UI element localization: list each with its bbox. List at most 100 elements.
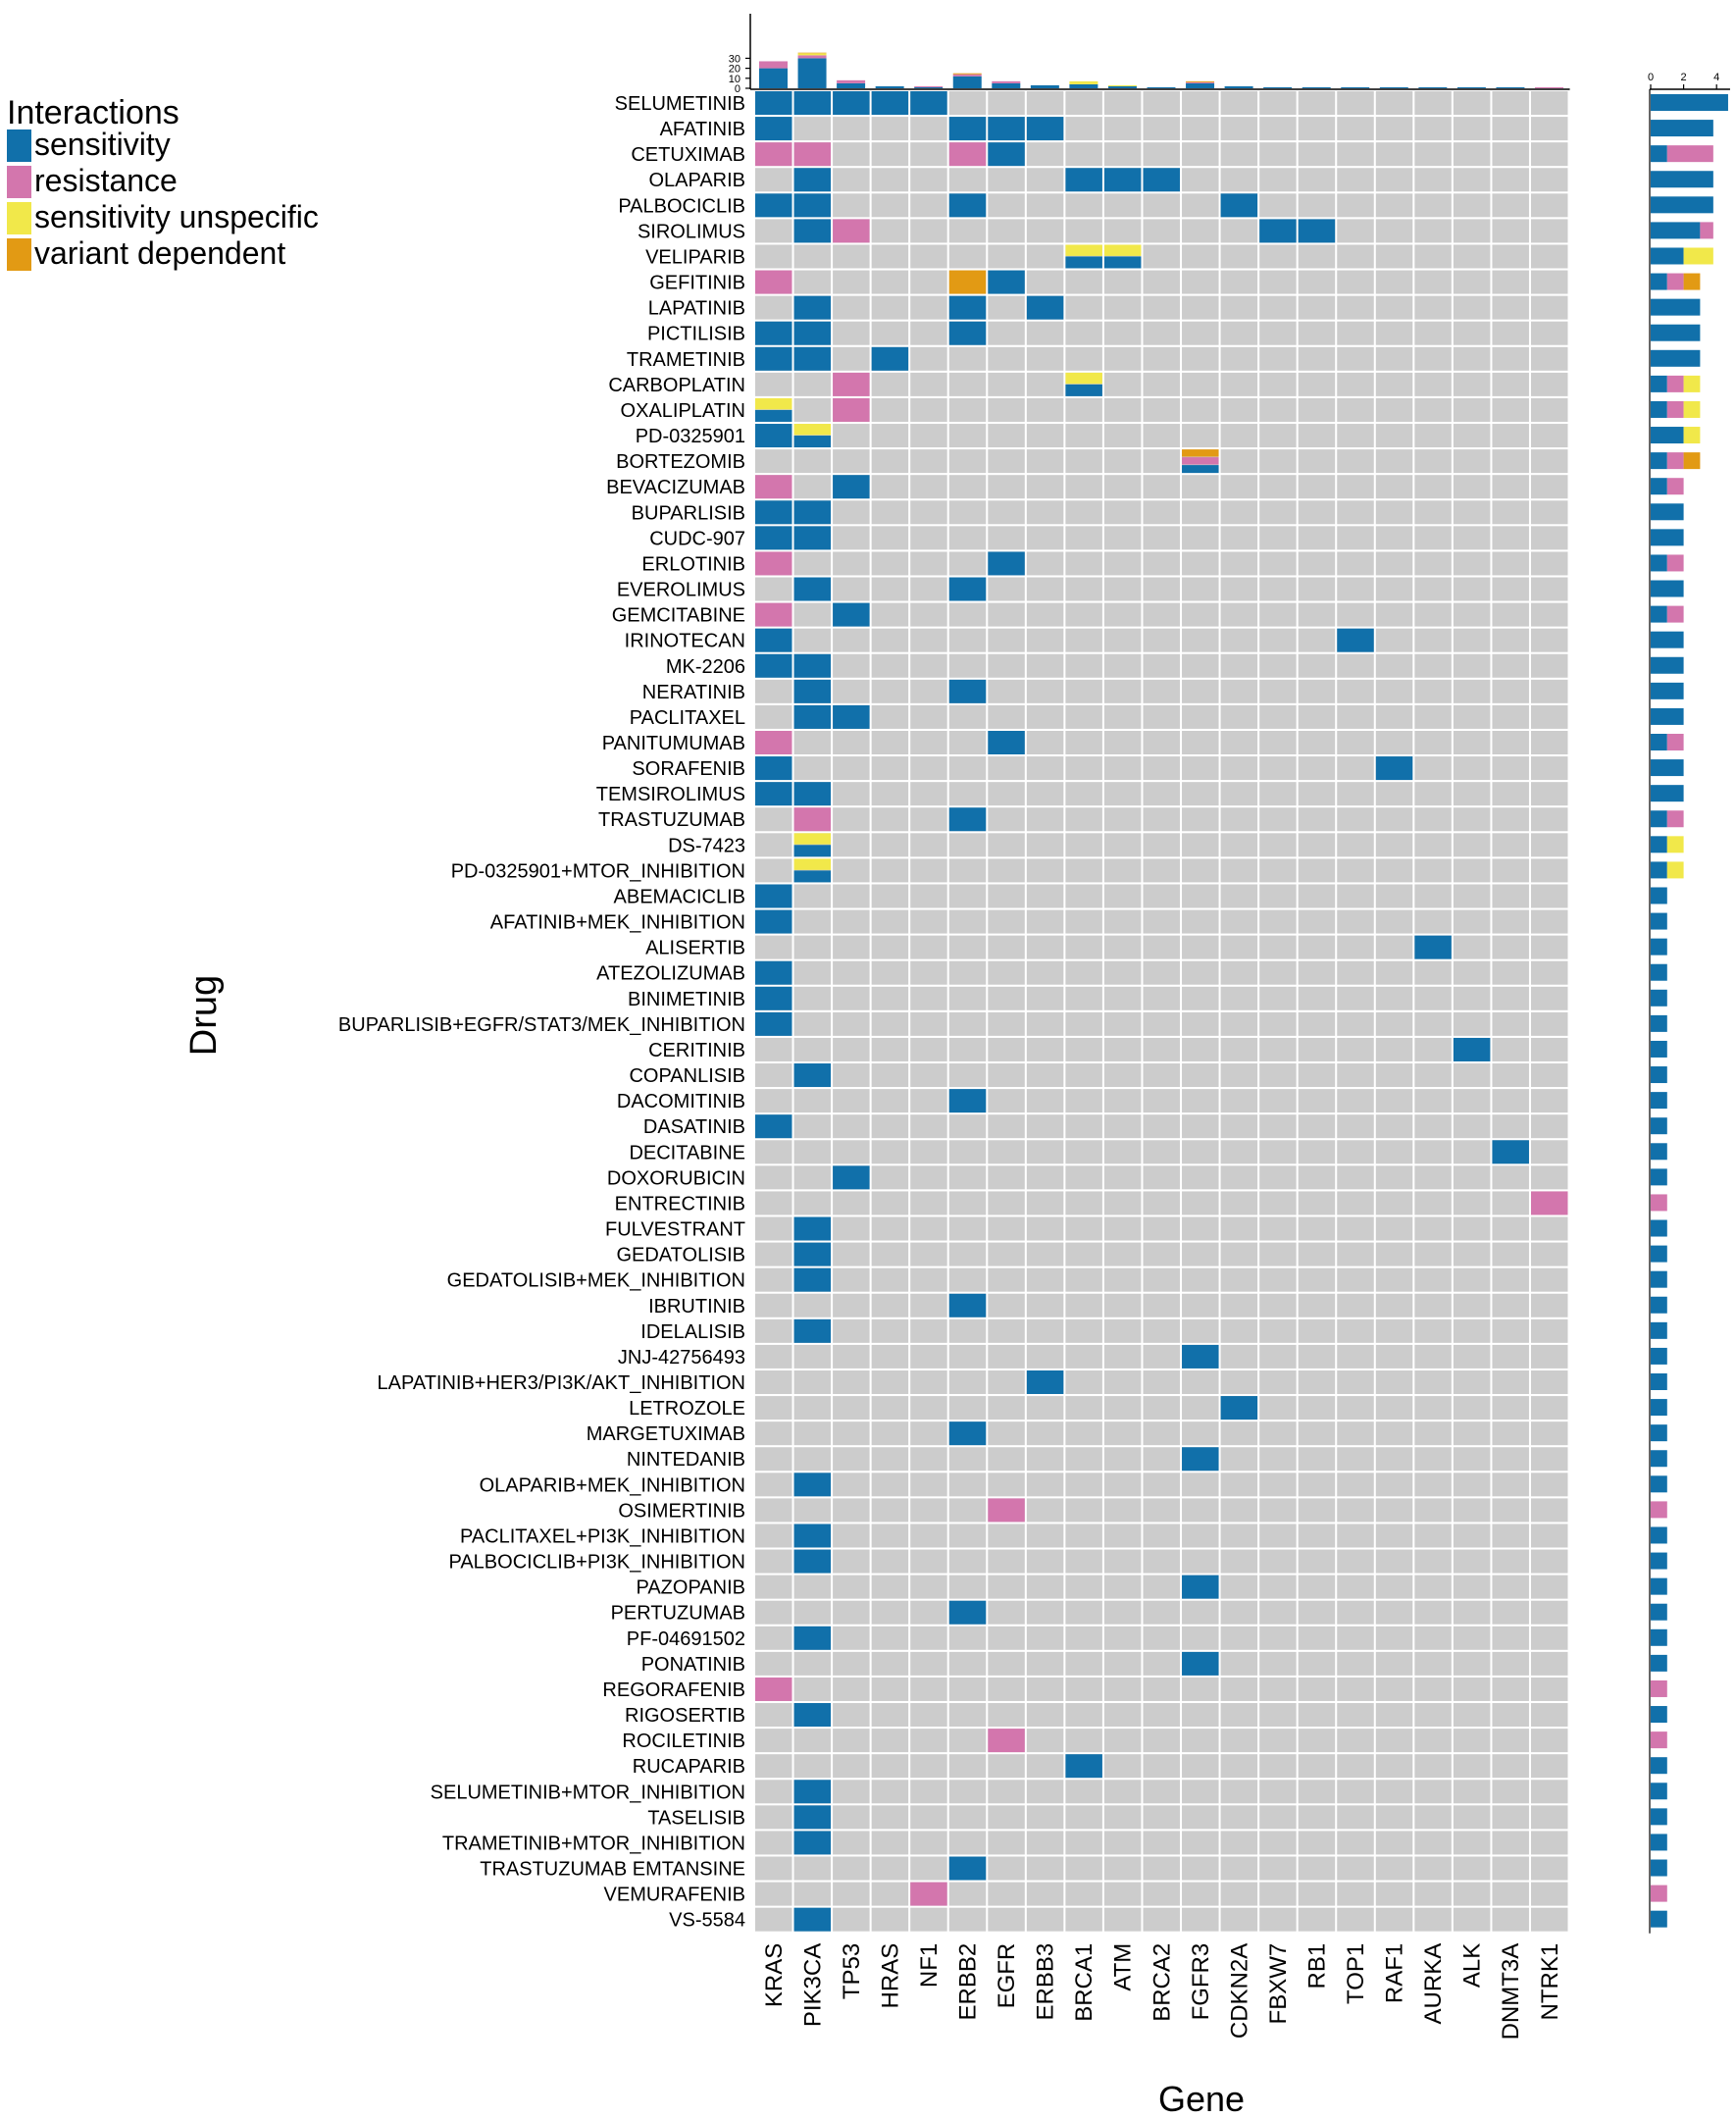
cell-bg bbox=[1103, 1140, 1142, 1164]
cell-bg bbox=[1182, 1267, 1219, 1292]
cell-bg bbox=[988, 1011, 1025, 1036]
cell-bg bbox=[988, 244, 1025, 269]
cell-bg bbox=[1259, 602, 1297, 627]
cell-lapatinib-erbb2 bbox=[948, 295, 987, 320]
cell-bg bbox=[1375, 193, 1413, 218]
cell-bg bbox=[1259, 424, 1297, 448]
cell-bg bbox=[1375, 1882, 1413, 1906]
right-bar-gemcitabine-r bbox=[1666, 605, 1684, 623]
cell-bg bbox=[1143, 1856, 1180, 1881]
cell-bg bbox=[910, 1140, 947, 1164]
cell-buparlisib-pik3ca bbox=[793, 500, 832, 525]
cell-pictilisib-kras bbox=[755, 321, 792, 345]
cell-bg bbox=[1492, 168, 1529, 192]
cell-bg bbox=[910, 1089, 947, 1113]
cell-bg bbox=[1414, 500, 1452, 525]
cell-bg bbox=[1103, 833, 1142, 857]
drug-label: BUPARLISIB bbox=[632, 502, 745, 524]
cell-bg bbox=[1453, 1549, 1491, 1574]
cell-bg bbox=[1259, 1729, 1297, 1753]
cell-bg bbox=[1492, 1396, 1529, 1421]
cell-bg bbox=[1531, 1396, 1568, 1421]
cell-bg bbox=[1259, 1370, 1297, 1394]
cell-bg bbox=[910, 1396, 947, 1421]
drug-label: VELIPARIB bbox=[645, 246, 745, 268]
cell-bg bbox=[871, 372, 909, 396]
cell-bg bbox=[1220, 1856, 1258, 1881]
cell-bg bbox=[988, 1396, 1025, 1421]
cell-bg bbox=[1375, 884, 1413, 908]
legend: Interactions sensitivityresistancesensit… bbox=[7, 94, 319, 271]
cell-bg bbox=[1220, 1805, 1258, 1830]
gene-label: BRCA1 bbox=[1071, 1943, 1098, 2022]
cell-bg bbox=[1298, 1267, 1336, 1292]
cell-bg bbox=[755, 449, 792, 474]
cell-bg bbox=[948, 1907, 987, 1932]
cell-bortezomib-fgfr3 bbox=[1182, 465, 1219, 474]
cell-pf-04691502-pik3ca bbox=[793, 1626, 832, 1650]
cell-bg bbox=[1220, 986, 1258, 1010]
cell-bg bbox=[1259, 1140, 1297, 1164]
cell-bg bbox=[1182, 884, 1219, 908]
cell-irinotecan-top1 bbox=[1337, 628, 1374, 652]
cell-bg bbox=[910, 1242, 947, 1266]
cell-bg bbox=[833, 1370, 870, 1394]
cell-bg bbox=[1026, 1472, 1064, 1497]
cell-bg bbox=[988, 1242, 1025, 1266]
cell-bg bbox=[1026, 1754, 1064, 1779]
cell-bg bbox=[1026, 679, 1064, 703]
cell-bg bbox=[1531, 782, 1568, 806]
cell-bg bbox=[910, 1677, 947, 1701]
cell-bg bbox=[755, 244, 792, 269]
cell-bg bbox=[1065, 1907, 1102, 1932]
cell-bg bbox=[1298, 91, 1336, 115]
cell-bg bbox=[1259, 1651, 1297, 1676]
cell-bg bbox=[1453, 1575, 1491, 1599]
cell-bg bbox=[1182, 1114, 1219, 1139]
cell-bg bbox=[833, 1140, 870, 1164]
cell-bg bbox=[1492, 1907, 1529, 1932]
cell-bg bbox=[1531, 1575, 1568, 1599]
cell-bg bbox=[833, 1089, 870, 1113]
cell-bg bbox=[1026, 731, 1064, 754]
cell-bg bbox=[1453, 1140, 1491, 1164]
cell-bg bbox=[1259, 704, 1297, 729]
cell-bg bbox=[1531, 807, 1568, 832]
cell-bg bbox=[1453, 1754, 1491, 1779]
cell-bg bbox=[988, 1882, 1025, 1906]
cell-bg bbox=[1065, 1165, 1102, 1190]
cell-bg bbox=[871, 295, 909, 320]
right-bar-afatinib-s bbox=[1651, 120, 1713, 137]
cell-rociletinib-egfr bbox=[988, 1729, 1025, 1753]
cell-bg bbox=[1414, 475, 1452, 499]
cell-bg bbox=[1531, 577, 1568, 601]
cell-sirolimus-fbxw7 bbox=[1259, 219, 1297, 243]
top-bar-cdkn2a-s bbox=[1224, 85, 1253, 88]
cell-bg bbox=[1065, 628, 1102, 652]
cell-bg bbox=[1143, 1524, 1180, 1548]
cell-rigosertib-pik3ca bbox=[793, 1703, 832, 1728]
cell-bg bbox=[1337, 346, 1374, 371]
right-bar-gefitinib-r bbox=[1666, 273, 1684, 290]
cell-bg bbox=[871, 679, 909, 703]
cell-bg bbox=[910, 551, 947, 576]
cell-bg bbox=[1065, 1293, 1102, 1317]
right-bar-pd-0325901+mtor_inhibition-u bbox=[1666, 861, 1684, 879]
cell-bg bbox=[833, 500, 870, 525]
cell-pazopanib-fgfr3 bbox=[1182, 1575, 1219, 1599]
right-bar-dasatinib-s bbox=[1651, 1117, 1667, 1135]
cell-bg bbox=[833, 1293, 870, 1317]
cell-bg bbox=[1375, 270, 1413, 294]
cell-bg bbox=[910, 117, 947, 141]
cell-bg bbox=[948, 756, 987, 781]
cell-bg bbox=[988, 986, 1025, 1010]
cell-bg bbox=[1259, 551, 1297, 576]
cell-bg bbox=[1414, 372, 1452, 396]
top-axis-tick-label: 20 bbox=[729, 64, 740, 76]
cell-bg bbox=[1065, 1780, 1102, 1804]
cell-bg bbox=[988, 1370, 1025, 1394]
right-bar-gefitinib-s bbox=[1651, 273, 1667, 290]
cell-bg bbox=[1220, 782, 1258, 806]
cell-bg bbox=[1103, 1089, 1142, 1113]
drug-label: ROCILETINIB bbox=[622, 1731, 745, 1752]
